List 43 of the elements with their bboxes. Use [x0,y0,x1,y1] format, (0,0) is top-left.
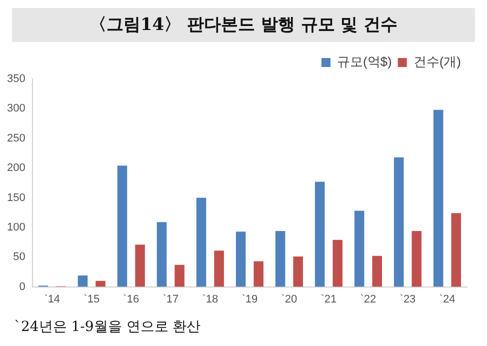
bar [372,256,382,287]
y-tick-label: 150 [6,192,26,204]
y-tick-label: 100 [6,221,26,234]
x-tick-label: `19 [242,293,258,306]
y-tick-label: 200 [6,162,26,174]
legend-label: 건수(개) [413,54,462,70]
bar [135,244,145,287]
bar [96,280,106,287]
bar [236,232,246,287]
y-tick-label: 250 [6,132,26,144]
bar [314,182,325,287]
x-tick-label: `15 [84,293,100,306]
x-tick-label: `22 [360,293,376,306]
x-tick-label: `20 [281,293,298,306]
x-tick-label: `21 [320,293,337,306]
bar [394,157,404,287]
bar [78,276,88,287]
x-tick-label: `23 [400,293,416,306]
bar [254,261,264,287]
bar [156,222,167,287]
bar [196,198,206,287]
legend-label: 규모(억$) [336,54,392,70]
text: `24년은 1-9월을 연으로 환산 [14,318,201,336]
bar [332,240,342,287]
y-tick-label: 0 [19,280,26,293]
bar [354,210,364,287]
x-tick-label: `24 [439,293,456,306]
x-tick-label: `18 [202,293,218,306]
y-tick-label: 300 [6,102,26,115]
bar [293,256,303,287]
bar [174,264,184,287]
y-tick-label: 350 [6,73,26,86]
x-tick-label: `14 [44,293,60,306]
y-tick-label: 50 [13,251,26,264]
chart-title: 〈그림14〉 판다본드 발행 규모 및 건수 [12,8,475,42]
bar [451,213,462,287]
bar [117,166,128,287]
bar [412,230,422,287]
bar [433,110,444,287]
bar [275,230,286,287]
x-tick-label: `16 [123,293,140,306]
bar [214,250,224,287]
x-tick-label: `17 [162,293,179,306]
